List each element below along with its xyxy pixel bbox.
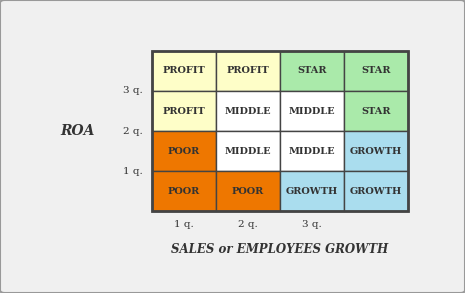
Bar — [152, 131, 216, 171]
Bar — [344, 171, 408, 211]
Text: PROFIT: PROFIT — [162, 67, 205, 76]
Text: POOR: POOR — [232, 187, 264, 196]
Text: 1 q.: 1 q. — [174, 220, 194, 229]
Bar — [216, 171, 280, 211]
Text: POOR: POOR — [168, 187, 200, 196]
Bar — [216, 51, 280, 91]
Text: MIDDLE: MIDDLE — [225, 146, 271, 156]
Text: 1 q.: 1 q. — [123, 167, 143, 176]
Bar — [216, 91, 280, 131]
Text: 3 q.: 3 q. — [302, 220, 322, 229]
Text: POOR: POOR — [168, 146, 200, 156]
Text: GROWTH: GROWTH — [350, 187, 402, 196]
Bar — [280, 91, 344, 131]
Bar — [152, 91, 216, 131]
Text: 2 q.: 2 q. — [123, 127, 143, 136]
Text: PROFIT: PROFIT — [226, 67, 269, 76]
Bar — [216, 131, 280, 171]
Text: MIDDLE: MIDDLE — [288, 107, 335, 115]
Text: MIDDLE: MIDDLE — [225, 107, 271, 115]
Bar — [280, 51, 344, 91]
Bar — [152, 171, 216, 211]
Bar — [280, 131, 344, 171]
Text: 2 q.: 2 q. — [238, 220, 258, 229]
Bar — [152, 51, 216, 91]
Text: STAR: STAR — [361, 107, 391, 115]
Bar — [344, 51, 408, 91]
Bar — [152, 51, 408, 211]
Text: SALES or EMPLOYEES GROWTH: SALES or EMPLOYEES GROWTH — [171, 243, 388, 256]
Bar — [344, 131, 408, 171]
Text: 3 q.: 3 q. — [123, 86, 143, 96]
Text: STAR: STAR — [297, 67, 326, 76]
Text: ROA: ROA — [61, 124, 95, 138]
Text: STAR: STAR — [361, 67, 391, 76]
Text: MIDDLE: MIDDLE — [288, 146, 335, 156]
Bar — [344, 91, 408, 131]
Text: GROWTH: GROWTH — [286, 187, 338, 196]
Bar — [280, 171, 344, 211]
Text: GROWTH: GROWTH — [350, 146, 402, 156]
Text: PROFIT: PROFIT — [162, 107, 205, 115]
